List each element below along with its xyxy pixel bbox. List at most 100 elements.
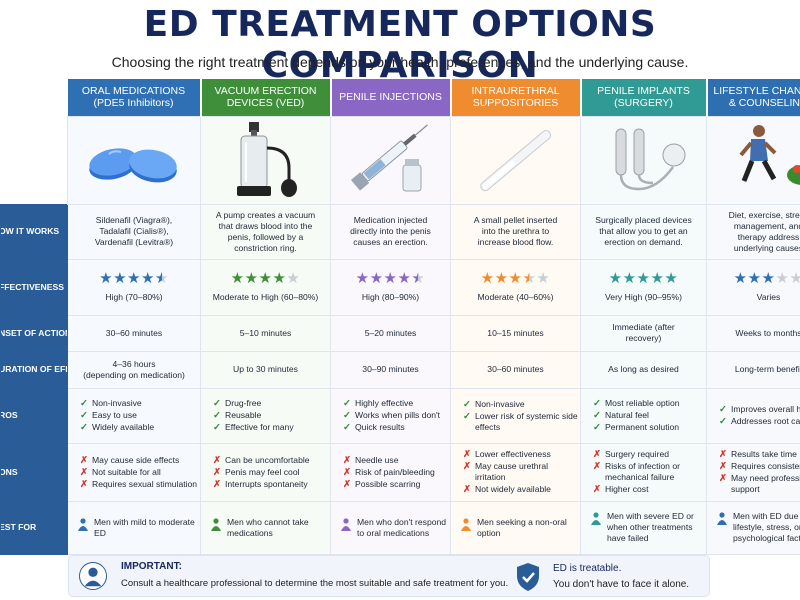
- cons-list: ✗ Needle use ✗ Risk of pain/bleeding ✗ Possib…: [332, 454, 450, 490]
- con-item: ✗ Higher cost: [593, 484, 706, 495]
- how-it-works-cell: A small pellet inserted into the urethra …: [450, 203, 581, 260]
- check-icon: ✓: [343, 422, 351, 433]
- best-for-wrap: Men with ED due to lifestyle, stress, or…: [708, 511, 800, 544]
- star-icon: ★: [272, 270, 287, 287]
- cell-line: into the urethra to: [481, 226, 550, 236]
- syringe-vial-icon: [330, 115, 451, 205]
- star-icon: ★: [622, 270, 637, 287]
- item-text: Surgery required: [605, 449, 670, 459]
- effectiveness-cell: ★★★★★ Moderate (40–60%): [450, 258, 581, 316]
- con-item: ✗ Lower effectiveness: [463, 449, 580, 460]
- best-for-cell: Men with mild to moderate ED: [67, 500, 201, 555]
- cell-line: 5–20 minutes: [364, 327, 417, 338]
- check-icon: ✓: [80, 410, 88, 421]
- cons-cell: ✗ Can be uncomfortable ✗ Penis may feel coo…: [200, 442, 331, 502]
- effectiveness-rating: Varies: [756, 292, 781, 302]
- item-text: Permanent solution: [605, 422, 680, 432]
- cell-line: 30–90 minutes: [362, 364, 419, 374]
- page-subtitle: Choosing the right treatment depends on …: [111, 54, 689, 70]
- cell-line: Up to 30 minutes: [233, 364, 298, 374]
- effectiveness-row: FFECTIVENESS ★★★★★ High (70–80%) ★★★★★ Mod…: [0, 258, 800, 316]
- item-text: Most reliable option: [605, 398, 680, 408]
- runner-salad-icon: [706, 115, 800, 205]
- cell-line: (depending on medication): [83, 369, 185, 380]
- best-for-wrap: Men who cannot take medications: [202, 517, 330, 539]
- con-item: ✗ Risks of infection or mechanical failur…: [593, 461, 706, 483]
- x-icon: ✗: [593, 461, 601, 472]
- star-icon: ★: [397, 270, 412, 287]
- applicator-icon: [450, 115, 581, 205]
- best-for-wrap: Men with severe ED or when other treatme…: [582, 511, 706, 544]
- star-icon: ★: [761, 270, 776, 287]
- con-item: ✗ Requires sexual stimulation: [80, 479, 200, 490]
- cell-line: Immediate (after: [612, 322, 675, 332]
- badge-text: You don't have to face it alone.: [553, 579, 690, 590]
- con-item: ✗ Risk of pain/bleeding: [343, 467, 450, 478]
- best-for-wrap: Men who don't respond to oral medication…: [332, 517, 450, 539]
- pro-item: ✓ Quick results: [343, 422, 450, 433]
- duration-cell: 30–90 minutes: [330, 350, 451, 389]
- cell-line: Long-term benefit: [734, 364, 800, 374]
- cell-line: 4–36 hours: [112, 358, 156, 369]
- cell-line: 30–60 minutes: [105, 327, 163, 338]
- cell-line: underlying causes: [733, 242, 800, 253]
- check-icon: ✓: [719, 416, 727, 427]
- cell-line: recovery): [625, 333, 662, 343]
- best-for-cell: Men with severe ED or when other treatme…: [580, 500, 707, 555]
- star-icon: ★: [230, 270, 245, 287]
- blue-pills-icon: [67, 115, 201, 205]
- vacuum-pump-icon: [200, 115, 331, 205]
- row-label-pros: ROS: [0, 410, 18, 420]
- x-icon: ✗: [463, 484, 471, 495]
- important-text: Consult a healthcare professional to det…: [121, 578, 509, 589]
- best-for-text: Men with mild to moderate ED: [94, 516, 195, 538]
- star-icon: ★: [369, 270, 384, 287]
- column-header: VACUUM ERECTION DEVICES (VED): [200, 79, 332, 116]
- check-icon: ✓: [593, 398, 601, 409]
- cell-line: causes an erection.: [353, 237, 428, 247]
- cons-cell: ✗ May cause side effects ✗ Not suitable for…: [67, 442, 201, 502]
- x-icon: ✗: [719, 449, 727, 460]
- star-icon: ★: [355, 270, 370, 287]
- comparison-table: ORAL MEDICATIONS (PDE5 Inhibitors) VACUUM…: [0, 79, 800, 555]
- x-icon: ✗: [80, 466, 88, 478]
- item-text: Higher cost: [605, 484, 649, 494]
- check-icon: ✓: [213, 410, 221, 421]
- column-header: ORAL MEDICATIONS (PDE5 Inhibitors): [67, 79, 202, 116]
- row-label-cons: ONS: [0, 466, 18, 477]
- star-icon: ★: [664, 270, 679, 287]
- pros-cell: ✓ Drug-free ✓ Reusable ✓ Effective for many: [200, 387, 331, 444]
- con-item: ✗ Possible scarring: [343, 479, 450, 490]
- con-item: ✗ Surgery required: [593, 449, 706, 460]
- cell-line: increase blood flow.: [477, 237, 554, 247]
- star-icon: ★: [258, 270, 273, 287]
- best-for-cell: Men who cannot take medications: [200, 500, 331, 555]
- item-text: Possible scarring: [355, 478, 421, 489]
- check-icon: ✓: [213, 398, 221, 409]
- star-rating: ★★★★★: [711, 271, 800, 286]
- pro-item: ✓ Highly effective: [343, 398, 450, 409]
- column-header-line: PENILE INJECTIONS: [339, 90, 442, 103]
- item-text: Needle use: [355, 454, 399, 465]
- star-icon: ★: [636, 270, 651, 287]
- item-text: Effective for many: [225, 422, 294, 432]
- item-text: Addresses root causes: [731, 416, 800, 426]
- con-item: ✗ Can be uncomfortable: [213, 455, 330, 466]
- best-for-wrap: Men with mild to moderate ED: [69, 516, 200, 539]
- cell-line: erection on demand.: [604, 237, 683, 247]
- cell-line: that allow you to get an: [599, 226, 688, 236]
- effectiveness-rating: Moderate (40–60%): [477, 292, 554, 302]
- item-text: Risk of pain/bleeding: [355, 466, 435, 477]
- pro-item: ✓ Permanent solution: [593, 422, 706, 433]
- cell-line: Surgically placed devices: [595, 215, 692, 225]
- best-for-text: Men with severe ED or when other treatme…: [607, 511, 694, 543]
- doctor-icon: [79, 562, 107, 590]
- x-icon: ✗: [213, 478, 221, 490]
- star-icon: ★: [747, 270, 762, 287]
- star-icon: ★: [411, 270, 426, 287]
- how-it-works-cell: Surgically placed devices that allow you …: [580, 203, 707, 260]
- column-header-line: INTRAURETHRAL: [471, 84, 560, 97]
- con-item: ✗ Not widely available: [463, 484, 580, 495]
- column-header-line: LIFESTYLE CHANGES: [713, 84, 800, 97]
- pros-cell: ✓ Most reliable option ✓ Natural feel ✓ Perma…: [580, 387, 707, 444]
